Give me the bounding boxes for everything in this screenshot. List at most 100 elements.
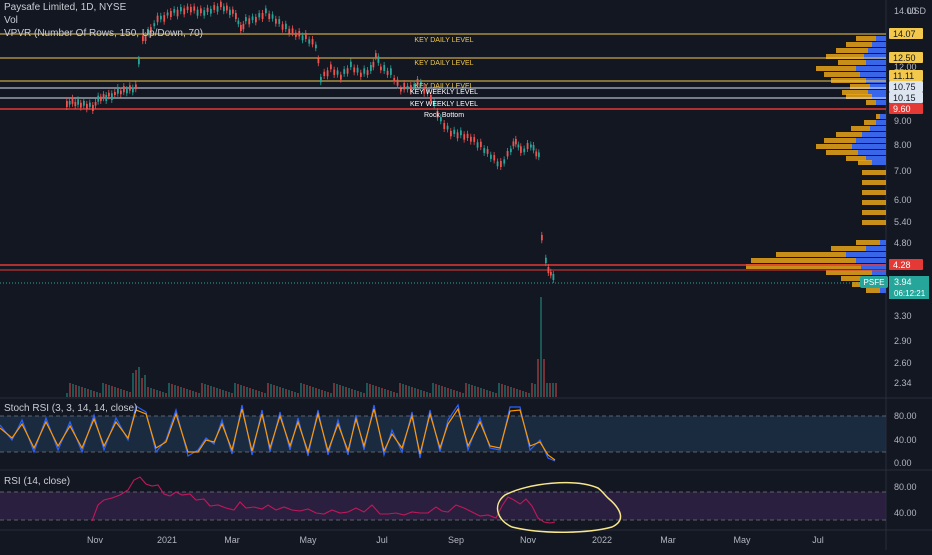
time-axis-label: Nov [87,535,104,545]
volume-profile-row-up [870,84,886,89]
price-level-label-text: 10.15 [893,93,916,103]
candle-body [129,85,131,91]
rsi-title[interactable]: RSI (14, close) [4,476,71,487]
price-level-label[interactable]: 9.60 [889,103,923,114]
chart-annotation[interactable]: KEY DAILY LEVEL [414,37,473,44]
price-axis-tick: 2.34 [894,378,912,388]
volume-bar [384,389,386,397]
vpvr-legend[interactable]: VPVR (Number Of Rows, 150, Up/Down, 70) [4,28,203,39]
price-level-label[interactable]: 4.28 [889,259,923,270]
volume-bar [180,387,182,397]
candle-body [220,1,222,8]
volume-bar [486,390,488,397]
volume-bar [537,359,539,397]
price-level-label[interactable]: 12.50 [889,52,923,63]
volume-bar [348,388,350,397]
volume-bar [297,393,299,397]
candle-body [278,19,281,24]
volume-profile-row [751,258,886,263]
volume-bar [273,385,275,397]
volume-bar [387,390,389,397]
price-level-label[interactable]: 14.07 [889,28,923,39]
candle-body [97,95,100,102]
volume-legend[interactable]: Vol [4,15,18,26]
price-level-label[interactable]: 10.75 [889,81,923,92]
candle-body [160,15,162,20]
volume-bar [420,390,422,397]
volume-bar [414,388,416,397]
volume-bar [111,386,113,397]
volume-profile-row [866,288,886,293]
price-axis-tick: 2.60 [894,358,912,368]
price-level-label[interactable]: 10.15 [889,92,923,103]
volume-bar [84,388,86,397]
candle-body [206,7,209,12]
candle-body [380,66,382,71]
volume-profile-row-up [872,94,886,99]
candle-body [520,146,522,153]
symbol-legend[interactable]: Paysafe Limited, 1D, NYSE [4,2,127,13]
volume-bar [246,387,248,397]
candle-body [535,151,538,157]
volume-bar [552,383,554,397]
volume-bar [132,373,134,397]
candle-body [506,151,509,157]
price-level-label-bg [889,103,923,114]
rsi-band [0,492,886,520]
price-level-label[interactable]: 11.11 [889,70,923,81]
volume-bar [138,367,140,397]
price-level-label-text: 9.60 [893,104,911,114]
price-axis-currency[interactable]: USD [907,6,927,16]
stoch-rsi-title[interactable]: Stoch RSI (3, 3, 14, 14, close) [4,403,138,414]
volume-bar [213,387,215,397]
volume-bar [66,393,68,397]
volume-bar [165,393,167,397]
current-price-badge[interactable]: PSFE 3.94 06:12:21 [860,276,929,299]
time-axis[interactable]: Nov 2021 Mar May Jul Sep Nov 2022 Mar May Jul [87,535,824,545]
volume-bar [534,384,536,397]
current-price-value: 3.94 [894,277,912,287]
chart-annotation[interactable]: KEY DAILY LEVEL [414,60,473,67]
candle-body [423,87,426,94]
volume-bar [327,392,329,397]
volume-bar [162,392,164,397]
candle-body [180,7,182,12]
volume-bar [363,393,365,397]
volume-bar [78,386,80,397]
volume-bar [372,385,374,397]
volume-bar [237,384,239,397]
volume-bar [408,386,410,397]
candle-body [350,61,352,68]
price-level-label-bg [889,52,923,63]
candle-body [496,161,499,167]
volume-bar [72,384,74,397]
volume-bar [369,384,371,397]
volume-bar [315,388,317,397]
candle-body [102,94,105,99]
volume-bar [438,385,440,397]
candle-body [265,8,267,14]
candle-body [372,61,375,68]
main-pane[interactable] [0,0,886,397]
volume-bar [267,383,269,397]
chart-annotation[interactable]: KEY DAILY LEVEL [414,83,473,90]
chart-annotation[interactable]: KEY WEEKLY LEVEL [410,89,478,96]
volume-profile-row-up [868,48,886,53]
current-price-bg [889,276,929,299]
volume-bar [261,392,263,397]
volume-profile-row-up [856,138,886,143]
candle-body [436,111,439,118]
volume-bar [198,393,200,397]
volume-bar [456,391,458,397]
chart-annotation[interactable]: Rock Bottom [424,112,464,119]
price-axis-tick: 8.00 [894,140,912,150]
chart-annotation[interactable]: KEY WEEKLY LEVEL [410,101,478,108]
volume-bar [87,389,89,397]
volume-bar [117,388,119,397]
volume-bar [279,387,281,397]
candle-body [360,72,362,77]
candle-body [108,92,110,97]
candle-body [308,39,311,44]
